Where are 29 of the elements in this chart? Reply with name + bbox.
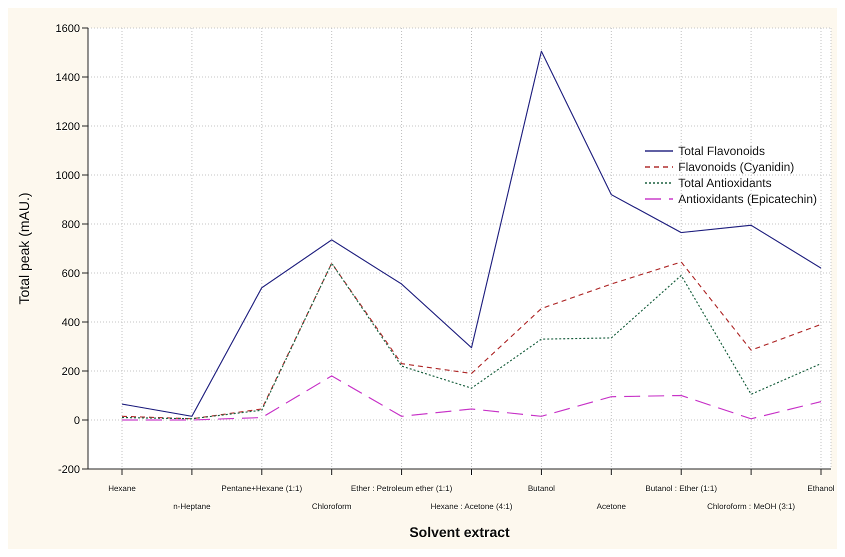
legend-label: Antioxidants (Epicatechin) — [678, 192, 817, 206]
y-tick-label: -200 — [58, 464, 80, 476]
y-tick-label: 800 — [62, 218, 80, 231]
x-tick-label: Ether : Petroleum ether (1:1) — [350, 484, 453, 493]
x-tick-label: Pentane+Hexane (1:1) — [221, 484, 302, 493]
y-tick-label: 0 — [74, 414, 80, 427]
x-axis-title: Solvent extract — [409, 524, 510, 540]
x-tick-label: Chloroform : MeOH (3:1) — [707, 502, 796, 511]
y-tick-label: 1200 — [56, 120, 80, 133]
legend-label: Flavonoids (Cyanidin) — [678, 160, 794, 174]
line-series — [121, 375, 822, 421]
line-series — [121, 50, 822, 417]
x-tick-label: Hexane — [108, 484, 136, 493]
legend-label: Total Antioxidants — [678, 176, 772, 190]
x-tick-label: Ethanol — [807, 484, 835, 493]
y-axis-title: Total peak (mAU.) — [16, 192, 32, 305]
y-tick-label: 400 — [62, 316, 80, 329]
x-tick-label: Butanol — [528, 484, 556, 493]
x-tick-label: Acetone — [596, 502, 627, 511]
y-tick-label: 200 — [62, 366, 80, 378]
x-tick-label: Butanol : Ether (1:1) — [645, 484, 718, 493]
x-tick-label: Hexane : Acetone (4:1) — [430, 502, 513, 511]
y-tick-label: 600 — [62, 268, 80, 280]
x-tick-label: Chloroform — [312, 502, 352, 511]
legend-label: Total Flavonoids — [678, 144, 765, 158]
y-tick-label: 1600 — [56, 22, 80, 35]
y-tick-label: 1400 — [56, 72, 80, 84]
x-tick-label: n-Heptane — [173, 502, 212, 511]
y-tick-label: 1000 — [56, 170, 80, 182]
